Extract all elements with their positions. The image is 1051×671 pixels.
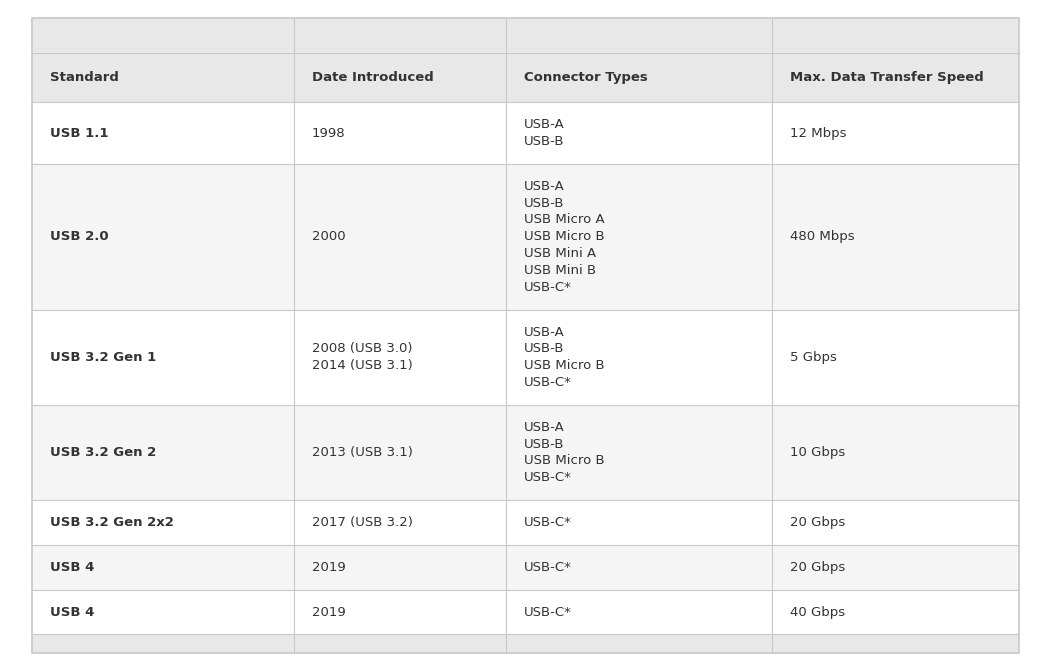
- Bar: [32, 309, 1019, 405]
- Text: USB 2.0: USB 2.0: [50, 230, 108, 243]
- Text: USB 3.2 Gen 2x2: USB 3.2 Gen 2x2: [50, 516, 173, 529]
- Text: USB-C*: USB-C*: [523, 376, 572, 389]
- Text: USB-B: USB-B: [523, 437, 564, 451]
- Bar: [32, 164, 1019, 309]
- Text: USB 4: USB 4: [50, 605, 95, 619]
- Bar: [32, 590, 1019, 634]
- Text: 10 Gbps: 10 Gbps: [790, 446, 845, 459]
- Text: USB Mini A: USB Mini A: [523, 247, 596, 260]
- Text: Connector Types: Connector Types: [523, 71, 647, 84]
- Text: USB 1.1: USB 1.1: [50, 127, 108, 140]
- Text: USB Micro A: USB Micro A: [523, 213, 604, 226]
- Text: USB-A: USB-A: [523, 421, 564, 433]
- Text: USB Mini B: USB Mini B: [523, 264, 596, 277]
- Text: 480 Mbps: 480 Mbps: [790, 230, 854, 243]
- Text: 2019: 2019: [311, 605, 346, 619]
- Text: USB-C*: USB-C*: [523, 516, 572, 529]
- Text: 2000: 2000: [311, 230, 345, 243]
- Text: USB-B: USB-B: [523, 197, 564, 209]
- Text: USB-C*: USB-C*: [523, 605, 572, 619]
- Bar: [32, 500, 1019, 545]
- Text: USB-A: USB-A: [523, 325, 564, 338]
- Text: 20 Gbps: 20 Gbps: [790, 561, 845, 574]
- Text: 2017 (USB 3.2): 2017 (USB 3.2): [311, 516, 412, 529]
- Text: USB-B: USB-B: [523, 135, 564, 148]
- Text: USB-C*: USB-C*: [523, 561, 572, 574]
- Text: USB Micro B: USB Micro B: [523, 230, 604, 243]
- Text: USB-B: USB-B: [523, 342, 564, 356]
- Text: USB Micro B: USB Micro B: [523, 454, 604, 468]
- Text: USB-A: USB-A: [523, 118, 564, 131]
- Text: USB 3.2 Gen 1: USB 3.2 Gen 1: [50, 351, 157, 364]
- Bar: [32, 53, 1019, 102]
- Bar: [32, 634, 1019, 653]
- Text: USB Micro B: USB Micro B: [523, 359, 604, 372]
- Text: USB-C*: USB-C*: [523, 471, 572, 484]
- Text: Standard: Standard: [50, 71, 119, 84]
- Text: 20 Gbps: 20 Gbps: [790, 516, 845, 529]
- Text: 2014 (USB 3.1): 2014 (USB 3.1): [311, 359, 412, 372]
- Text: USB-A: USB-A: [523, 180, 564, 193]
- Text: 40 Gbps: 40 Gbps: [790, 605, 845, 619]
- Text: 1998: 1998: [311, 127, 345, 140]
- Text: 12 Mbps: 12 Mbps: [790, 127, 847, 140]
- Text: 2013 (USB 3.1): 2013 (USB 3.1): [311, 446, 412, 459]
- Text: USB-C*: USB-C*: [523, 280, 572, 294]
- Text: USB 4: USB 4: [50, 561, 95, 574]
- Text: 2019: 2019: [311, 561, 346, 574]
- Bar: [32, 545, 1019, 590]
- Text: 2008 (USB 3.0): 2008 (USB 3.0): [311, 342, 412, 356]
- Bar: [32, 405, 1019, 500]
- Text: USB 3.2 Gen 2: USB 3.2 Gen 2: [50, 446, 157, 459]
- Text: 5 Gbps: 5 Gbps: [790, 351, 838, 364]
- Text: Date Introduced: Date Introduced: [311, 71, 433, 84]
- Bar: [32, 102, 1019, 164]
- Text: Max. Data Transfer Speed: Max. Data Transfer Speed: [790, 71, 984, 84]
- Bar: [32, 18, 1019, 53]
